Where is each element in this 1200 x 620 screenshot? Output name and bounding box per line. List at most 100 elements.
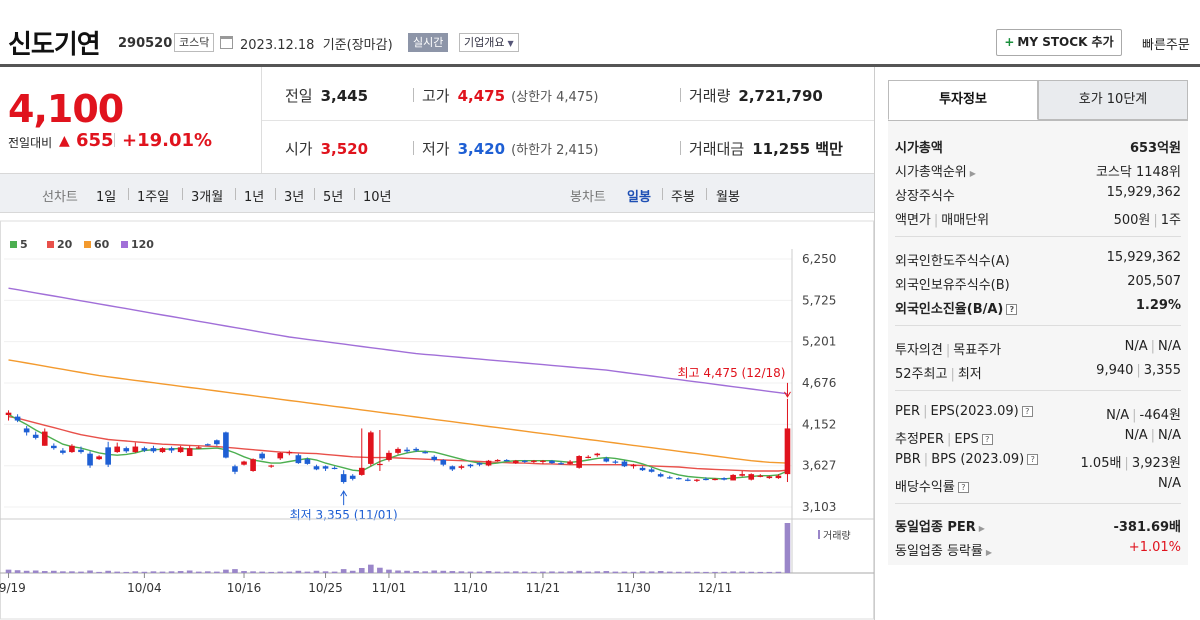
volume-bar (23, 570, 30, 573)
volume-bar (60, 571, 66, 573)
candle (603, 456, 610, 463)
candle-body (395, 448, 401, 453)
candle-body (685, 479, 691, 481)
tab-order-book[interactable]: 호가 10단계 (1038, 80, 1188, 120)
candle-body (195, 447, 202, 449)
period-1d[interactable]: 1일 (96, 190, 117, 205)
candle (123, 446, 130, 453)
volume-bar (259, 571, 265, 573)
divider (413, 88, 414, 102)
divider (235, 188, 236, 200)
line-chart-label: 선차트 (42, 190, 78, 205)
candle (223, 431, 229, 459)
candle-chart-label: 봉차트 (570, 190, 606, 205)
row-key-2: 매매단위 (941, 213, 990, 228)
candle-body (340, 474, 347, 483)
stat-open: 시가 3,520 (285, 138, 368, 159)
row-sector-per[interactable]: 동일업종 PER ▶ -381.69배 (895, 516, 1181, 536)
candle-body (177, 447, 184, 453)
period-3m[interactable]: 3개월 (191, 190, 224, 205)
candle-body (168, 448, 175, 451)
chevron-right-icon: ▶ (978, 524, 985, 533)
row-key: 상장주식수 (895, 189, 955, 204)
volume-bar (739, 571, 745, 573)
help-icon[interactable]: ? (957, 482, 969, 493)
candle (69, 444, 75, 453)
period-daily[interactable]: 일봉 (627, 190, 651, 205)
volume-bar (594, 571, 601, 573)
help-icon[interactable]: ? (1021, 406, 1033, 417)
tab-investment-info[interactable]: 투자정보 (888, 80, 1038, 120)
candle-body (286, 452, 293, 454)
high-arrow-head (784, 391, 791, 398)
volume-bar (241, 571, 247, 573)
divider (680, 141, 681, 155)
period-5y[interactable]: 5년 (323, 190, 344, 205)
candle-body (784, 428, 791, 475)
caret-down-icon: ▼ (507, 39, 514, 48)
volume-bar (703, 571, 709, 573)
candle-body (14, 416, 21, 421)
candle-body (594, 453, 601, 456)
volume-bar (675, 571, 682, 573)
period-3y[interactable]: 3년 (284, 190, 305, 205)
period-1w[interactable]: 1주일 (137, 190, 170, 205)
candle (576, 455, 582, 469)
volume-bar (204, 571, 211, 573)
candle-body (531, 460, 537, 462)
volume-bar (132, 571, 139, 573)
help-icon[interactable]: ? (1006, 304, 1018, 315)
period-weekly[interactable]: 주봉 (671, 190, 695, 205)
realtime-button[interactable]: 실시간 (408, 33, 449, 52)
candle (96, 455, 102, 460)
candle-body (51, 445, 57, 449)
volume-bar (458, 571, 465, 573)
stat-value: 3,445 (320, 87, 369, 105)
stat-high: 고가 4,475 (상한가 4,475) (422, 85, 598, 106)
chevron-right-icon: ▶ (985, 548, 993, 557)
candle-body (775, 475, 782, 479)
candlestick-chart-svg: 5 20 60 120 6,250 5,725 5,201 4,676 4,152 3,627 3,… (0, 220, 874, 620)
candle (322, 465, 329, 471)
volume-bar (32, 570, 39, 573)
volume-bar (159, 571, 166, 573)
volume-bar (603, 571, 610, 573)
quick-order-link[interactable]: 빠른주문 (1142, 38, 1190, 53)
help-icon[interactable]: ? (1027, 454, 1039, 465)
y-tick-label: 4,676 (802, 376, 836, 390)
price-summary: 4,100 전일대비 ▲ 655 +19.01% (0, 67, 262, 173)
row-value: 15,929,362 (1106, 185, 1181, 200)
add-my-stock-button[interactable]: + MY STOCK 추가 (996, 29, 1122, 56)
candle-body (223, 432, 229, 458)
volume-bar (775, 571, 782, 573)
info-table (888, 120, 1188, 565)
row-market-cap-rank[interactable]: 시가총액순위 ▶ 코스닥 1148위 (895, 161, 1181, 181)
price-chart[interactable]: 5 20 60 120 6,250 5,725 5,201 4,676 4,152 3,627 3,… (0, 213, 874, 620)
candle (621, 459, 628, 468)
stat-value: 3,420 (457, 140, 506, 158)
candle-body (757, 475, 764, 477)
candle (386, 450, 392, 462)
candle-body (250, 459, 256, 471)
candle-body (241, 461, 247, 465)
period-1y[interactable]: 1년 (244, 190, 265, 205)
candle-body (639, 467, 646, 471)
candle (503, 459, 510, 462)
candle-body (512, 460, 519, 464)
row-foreign-holdings: 외국인보유주식수(B) 205,507 (895, 274, 1181, 294)
help-icon[interactable]: ? (981, 434, 993, 445)
volume-bar (232, 569, 238, 573)
company-info-dropdown[interactable]: 기업개요 ▼ (459, 33, 519, 52)
row-value-2: 3,355 (1143, 363, 1181, 378)
row-key: 액면가 (895, 213, 931, 228)
candle (440, 459, 447, 467)
period-10y[interactable]: 10년 (363, 190, 392, 205)
moving-average-ma5 (8, 413, 788, 480)
legend-swatch (121, 241, 128, 248)
volume-bar (549, 571, 555, 573)
candle (431, 455, 438, 462)
row-key: PBR (895, 452, 921, 467)
period-monthly[interactable]: 월봉 (716, 190, 740, 205)
row-sector-change[interactable]: 동일업종 등락률 ▶ +1.01% (895, 540, 1181, 560)
divider (413, 141, 414, 155)
